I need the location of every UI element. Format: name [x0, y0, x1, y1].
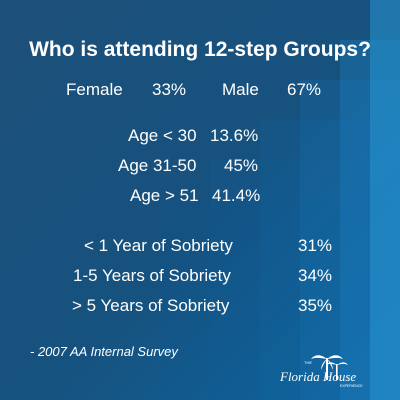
male-label: Male — [222, 80, 259, 99]
age-value: 13.6% — [210, 126, 259, 145]
age-value: 45% — [224, 156, 259, 175]
logo-tagline: EXPERIENCE — [340, 384, 363, 388]
stair-step — [160, 200, 400, 400]
age-label: Age > 51 — [130, 186, 199, 205]
age-value: 41.4% — [212, 186, 261, 205]
stair-step — [370, 0, 400, 400]
male-value: 67% — [287, 80, 322, 99]
source-note: - 2007 AA Internal Survey — [30, 344, 178, 359]
logo-brand: Florida House — [279, 369, 356, 384]
female-label: Female — [66, 80, 123, 99]
female-value: 33% — [152, 80, 187, 99]
page-title: Who is attending 12-step Groups? — [29, 38, 371, 61]
age-label: Age < 30 — [128, 126, 197, 145]
logo-top-word: THE — [304, 360, 312, 365]
palm-tree-icon — [311, 355, 348, 380]
sobriety-label: 1-5 Years of Sobriety — [73, 266, 231, 285]
sobriety-label: < 1 Year of Sobriety — [84, 236, 233, 255]
sobriety-value: 35% — [298, 296, 333, 315]
sobriety-value: 31% — [298, 236, 333, 255]
florida-house-logo: THE Florida House EXPERIENCE — [279, 355, 363, 388]
age-label: Age 31-50 — [118, 156, 197, 175]
sobriety-label: > 5 Years of Sobriety — [72, 296, 230, 315]
sobriety-value: 34% — [298, 266, 333, 285]
stair-step — [210, 160, 400, 400]
